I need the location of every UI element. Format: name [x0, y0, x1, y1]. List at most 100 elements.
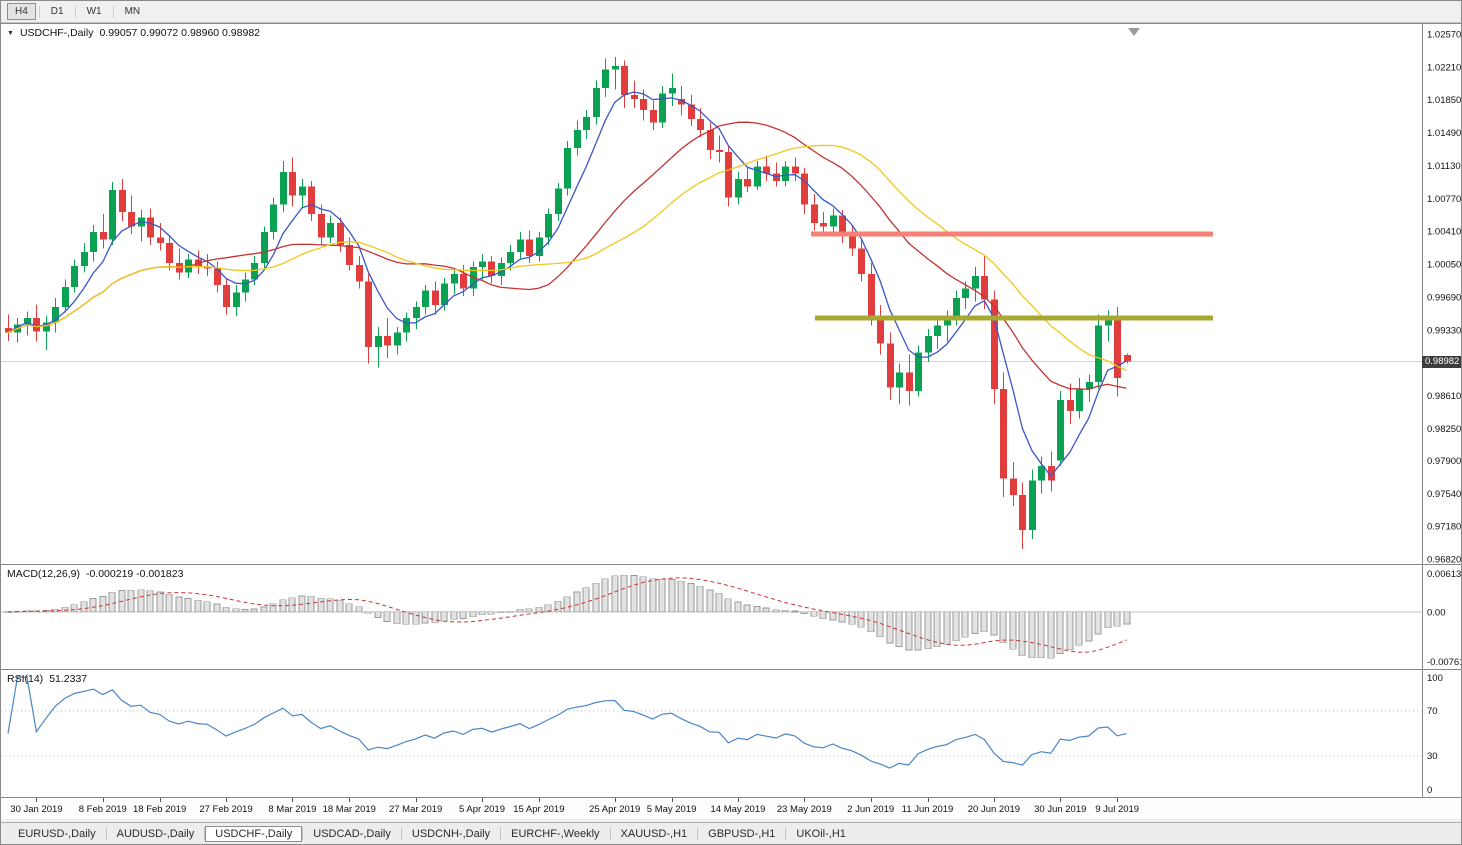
- time-tick-mark: [927, 798, 929, 802]
- time-tick-mark: [415, 798, 417, 802]
- time-tick-label: 8 Feb 2019: [78, 804, 127, 815]
- time-tick-label: 27 Feb 2019: [199, 804, 253, 815]
- price-axis-label: 0.99690: [1427, 292, 1461, 303]
- price-chart-canvas[interactable]: 1.02570 1.02210 1.01850 1.01490 1.01130 1.007…: [1, 24, 1461, 564]
- tab-divider: [609, 827, 611, 840]
- time-tick-mark: [102, 798, 104, 802]
- rsi-axis-label: 100: [1427, 673, 1443, 684]
- time-tick-mark: [993, 798, 995, 802]
- time-tick-label: 11 Jun 2019: [901, 804, 954, 815]
- time-tick-mark: [737, 798, 739, 802]
- macd-axis-label: 0.00613: [1427, 569, 1461, 580]
- current-price-tag: 0.98982: [1422, 355, 1461, 368]
- tab-divider: [400, 827, 402, 840]
- time-tick-label: 30 Jun 2019: [1034, 804, 1087, 815]
- macd-canvas[interactable]: 0.00613 0.00 -0.00761: [1, 565, 1461, 669]
- price-axis-label: 1.01490: [1427, 128, 1461, 139]
- time-tick-mark: [538, 798, 540, 802]
- tab-divider: [302, 827, 304, 840]
- macd-axis-label: 0.00: [1427, 607, 1446, 618]
- time-tick-label: 20 Jun 2019: [967, 804, 1021, 815]
- one-click-trading-icon[interactable]: ▼: [7, 29, 14, 37]
- price-axis-label: 0.97180: [1427, 522, 1461, 533]
- time-axis[interactable]: 30 Jan 2019 8 Feb 2019 18 Feb 2019 27 Feb 2…: [1, 797, 1461, 819]
- macd-axis-label: -0.00761: [1427, 657, 1461, 668]
- time-tick-mark: [1117, 798, 1119, 802]
- time-tick-mark: [159, 798, 161, 802]
- time-tick-label: 30 Jan 2019: [10, 804, 63, 815]
- price-axis-labels[interactable]: 1.02570 1.02210 1.01850 1.01490 1.01130 1.007…: [1427, 30, 1461, 565]
- timeframe-button-d1[interactable]: D1: [43, 3, 72, 20]
- chart-tab-usdcnh-daily[interactable]: USDCNH-,Daily: [411, 827, 491, 840]
- rsi-axis-label: 30: [1427, 751, 1438, 762]
- main-chart-panel[interactable]: 1.02570 1.02210 1.01850 1.01490 1.01130 1.007…: [1, 23, 1461, 564]
- toolbar-divider: [112, 5, 114, 18]
- price-axis-label: 1.00410: [1427, 227, 1461, 238]
- time-tick-mark: [804, 798, 806, 802]
- chart-tab-gbpusd-h1[interactable]: GBPUSD-,H1: [708, 827, 776, 840]
- price-axis-label: 0.96820: [1427, 555, 1461, 565]
- time-tick-mark: [36, 798, 38, 802]
- time-tick-label: 23 May 2019: [776, 804, 832, 815]
- moving-average-fast-line: [7, 91, 1127, 477]
- price-axis-label: 0.98610: [1427, 391, 1461, 402]
- price-axis-label: 0.99330: [1427, 325, 1461, 336]
- chart-tab-usdcad-daily[interactable]: USDCAD-,Daily: [313, 827, 391, 840]
- price-axis-label: 0.98250: [1427, 424, 1461, 435]
- chart-tabs-bar: EURUSD-,Daily AUDUSD-,Daily USDCHF-,Daily U…: [1, 822, 1461, 844]
- timeframe-button-w1[interactable]: W1: [79, 3, 110, 20]
- price-axis-label: 1.00050: [1427, 260, 1461, 271]
- price-axis-label: 1.02210: [1427, 62, 1461, 73]
- chart-tab-ukoil-h1[interactable]: UKOil-,H1: [796, 827, 846, 840]
- price-axis-label: 1.01130: [1427, 161, 1461, 172]
- time-tick-mark: [614, 798, 616, 802]
- moving-average-mid-line: [7, 121, 1127, 391]
- macd-panel[interactable]: 0.00613 0.00 -0.00761 MACD(12,26,9) -0.000…: [1, 564, 1461, 669]
- candlestick-series[interactable]: [5, 56, 1131, 549]
- time-tick-label: 2 Jun 2019: [847, 804, 895, 815]
- rsi-line: [7, 676, 1127, 769]
- timeframe-button-h4[interactable]: H4: [7, 3, 36, 20]
- time-tick-label: 18 Mar 2019: [322, 804, 376, 815]
- time-tick-label: 18 Feb 2019: [132, 804, 187, 815]
- macd-histogram: [4, 574, 1131, 659]
- time-tick-mark: [870, 798, 872, 802]
- time-tick-label: 27 Mar 2019: [388, 804, 443, 815]
- price-axis-label: 0.97540: [1427, 489, 1461, 500]
- tab-divider: [785, 827, 787, 840]
- rsi-axis-label: 0: [1427, 785, 1432, 796]
- time-tick-mark: [349, 798, 351, 802]
- tab-divider: [204, 827, 206, 840]
- time-tick-mark: [292, 798, 294, 802]
- chart-tab-xauusd-h1[interactable]: XAUUSD-,H1: [620, 827, 688, 840]
- chart-tab-usdchf-daily[interactable]: USDCHF-,Daily: [205, 825, 303, 842]
- price-axis-label: 1.00770: [1427, 194, 1461, 205]
- time-tick-label: 15 Apr 2019: [513, 804, 565, 815]
- rsi-axis-label: 70: [1427, 706, 1438, 717]
- time-tick-label: 5 Apr 2019: [459, 804, 505, 815]
- time-tick-mark: [482, 798, 483, 802]
- chart-shift-marker-icon[interactable]: [1128, 28, 1140, 36]
- chart-tab-audusd-daily[interactable]: AUDUSD-,Daily: [116, 827, 195, 840]
- price-axis-label: 1.02570: [1427, 30, 1461, 41]
- price-axis-label: 0.97900: [1427, 456, 1461, 467]
- time-tick-mark: [226, 798, 228, 802]
- rsi-panel[interactable]: 100 70 30 0 RSI(14) 51.2337: [1, 669, 1461, 797]
- time-tick-label: 14 May 2019: [710, 804, 766, 815]
- chart-tab-eurchf-weekly[interactable]: EURCHF-,Weekly: [511, 827, 600, 840]
- time-tick-mark: [671, 798, 673, 802]
- tab-divider: [697, 827, 699, 840]
- time-tick-mark: [1060, 798, 1062, 802]
- time-tick-label: 8 Mar 2019: [268, 804, 317, 815]
- toolbar-divider: [38, 5, 40, 18]
- macd-signal-line: [7, 577, 1127, 653]
- rsi-canvas[interactable]: 100 70 30 0: [1, 670, 1461, 797]
- time-tick-label: 5 May 2019: [646, 804, 697, 815]
- chart-tab-eurusd-daily[interactable]: EURUSD-,Daily: [18, 827, 96, 840]
- timeframe-button-mn[interactable]: MN: [117, 3, 149, 20]
- tab-divider: [105, 827, 107, 840]
- timeframe-toolbar: H4 D1 W1 MN: [1, 1, 1461, 23]
- price-axis-label: 1.01850: [1427, 95, 1461, 106]
- toolbar-divider: [74, 5, 76, 18]
